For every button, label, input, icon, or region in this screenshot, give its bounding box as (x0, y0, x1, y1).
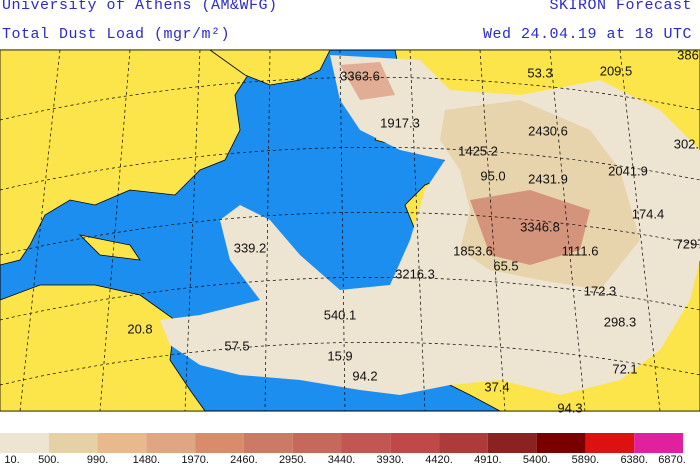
legend-label: 6380. (620, 454, 648, 464)
south-america (0, 284, 206, 412)
value-label: 1853.6 (453, 243, 493, 258)
value-label: 209.5 (600, 63, 633, 78)
legend-label: 990. (87, 454, 108, 464)
value-label: 65.5 (493, 258, 518, 273)
legend-swatch (487, 433, 537, 453)
greenland (208, 49, 331, 86)
legend-swatch (634, 433, 683, 453)
value-label: 3363.6 (340, 68, 380, 83)
valid-time: Wed 24.04.19 at 18 UTC (482, 26, 692, 43)
legend-label: 500. (38, 454, 59, 464)
value-label: 3216.3 (395, 266, 435, 281)
field-name: Total Dust Load (mgr/m²) (2, 26, 231, 43)
legend-swatch (243, 433, 293, 453)
legend-label: 1480. (133, 454, 161, 464)
institution: University of Athens (AM&WFG) (2, 0, 278, 14)
value-label: 2431.9 (528, 171, 568, 186)
legend-swatch (585, 433, 635, 453)
value-label: 1111.6 (562, 243, 599, 258)
model-name: SKIRON Forecast (549, 0, 692, 14)
value-label: 7297 (676, 236, 700, 251)
legend-label: 2460. (230, 454, 258, 464)
legend-swatch (48, 433, 98, 453)
value-label: 94.2 (352, 368, 377, 383)
legend-swatch (146, 433, 196, 453)
value-label: 20.8 (127, 321, 152, 336)
value-label: 3346.8 (520, 219, 560, 234)
legend-label: 10. (4, 454, 19, 464)
value-label: 72.1 (612, 361, 637, 376)
value-label: 37.4 (484, 379, 509, 394)
value-label: 172.3 (584, 283, 617, 298)
legend-swatch (536, 433, 586, 453)
legend-label: 2950. (279, 454, 307, 464)
value-label: 95.0 (480, 168, 505, 183)
legend-swatch (341, 433, 391, 453)
value-label: 2041.9 (608, 163, 648, 178)
legend-swatch (390, 433, 440, 453)
value-label: 57.5 (224, 338, 249, 353)
dust (160, 55, 700, 395)
value-label: 15.9 (327, 348, 352, 363)
value-label: 2430.6 (528, 123, 568, 138)
legend-label: 4910. (474, 454, 502, 464)
value-label: 302.6 (674, 136, 700, 151)
legend-label: 6870. (658, 454, 686, 464)
value-label: 174.4 (632, 206, 665, 221)
legend-label: 4420. (425, 454, 453, 464)
legend-label: 1970. (181, 454, 209, 464)
value-label: 339.2 (234, 240, 267, 255)
legend-swatch (97, 433, 147, 453)
legend-swatch (292, 433, 342, 453)
value-label: 1917.3 (380, 115, 420, 130)
value-label: 540.1 (324, 307, 357, 322)
legend-swatch (439, 433, 488, 453)
value-label: 53.3 (527, 65, 552, 80)
dust-high (340, 62, 395, 100)
graticule (0, 49, 700, 412)
value-label: 386 (677, 47, 699, 62)
legend-label: 5890. (572, 454, 600, 464)
caribbean (78, 234, 141, 261)
value-label: 1425.2 (458, 143, 498, 158)
value-label: 94.3 (557, 400, 582, 415)
dust-high (470, 190, 590, 265)
legend-label: 3930. (377, 454, 405, 464)
legend-swatch (0, 433, 49, 453)
legend-label: 3440. (328, 454, 356, 464)
legend-swatch (195, 433, 244, 453)
legend-label: 5400. (523, 454, 551, 464)
value-label: 298.3 (604, 314, 637, 329)
